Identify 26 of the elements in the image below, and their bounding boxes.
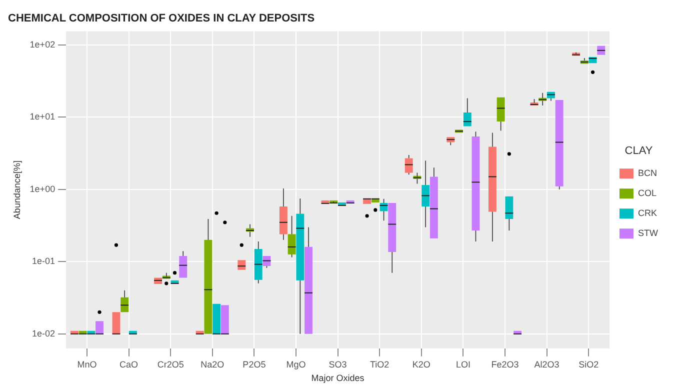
legend-title: CLAY (624, 144, 654, 157)
x-tick-label: P2O5 (242, 359, 266, 370)
x-tick-label: Na2O (200, 359, 224, 370)
x-tick-label: TiO2 (370, 359, 390, 370)
x-tick-label: SiO2 (578, 359, 599, 370)
y-tick-label: 1e-01 (32, 256, 56, 266)
y-tick-label: 1e-02 (32, 328, 56, 338)
y-tick-label: 1e+02 (30, 39, 56, 50)
x-tick-label: MnO (77, 359, 97, 370)
x-axis-title: Major Oxides (311, 373, 365, 384)
legend-label: STW (638, 228, 659, 238)
chart-title: CHEMICAL COMPOSITION OF OXIDES IN CLAY DEPOSITS (8, 12, 315, 25)
y-axis-title: Abundance[%] (12, 160, 22, 220)
x-tick-label: LOI (456, 359, 470, 370)
x-tick-label: SO3 (328, 359, 347, 370)
legend-label: CRK (638, 208, 658, 218)
legend-label: BCN (638, 168, 658, 178)
legend-label: COL (638, 188, 657, 198)
x-tick-label: Cr2O5 (157, 359, 184, 370)
y-tick-label: 1e+01 (30, 112, 56, 122)
x-tick-label: MgO (286, 359, 306, 370)
x-tick-label: CaO (120, 359, 138, 370)
x-tick-label: K2O (412, 359, 430, 370)
y-tick-label: 1e+00 (30, 184, 56, 194)
x-tick-label: Al2O3 (534, 359, 560, 370)
x-tick-label: Fe2O3 (491, 359, 519, 370)
